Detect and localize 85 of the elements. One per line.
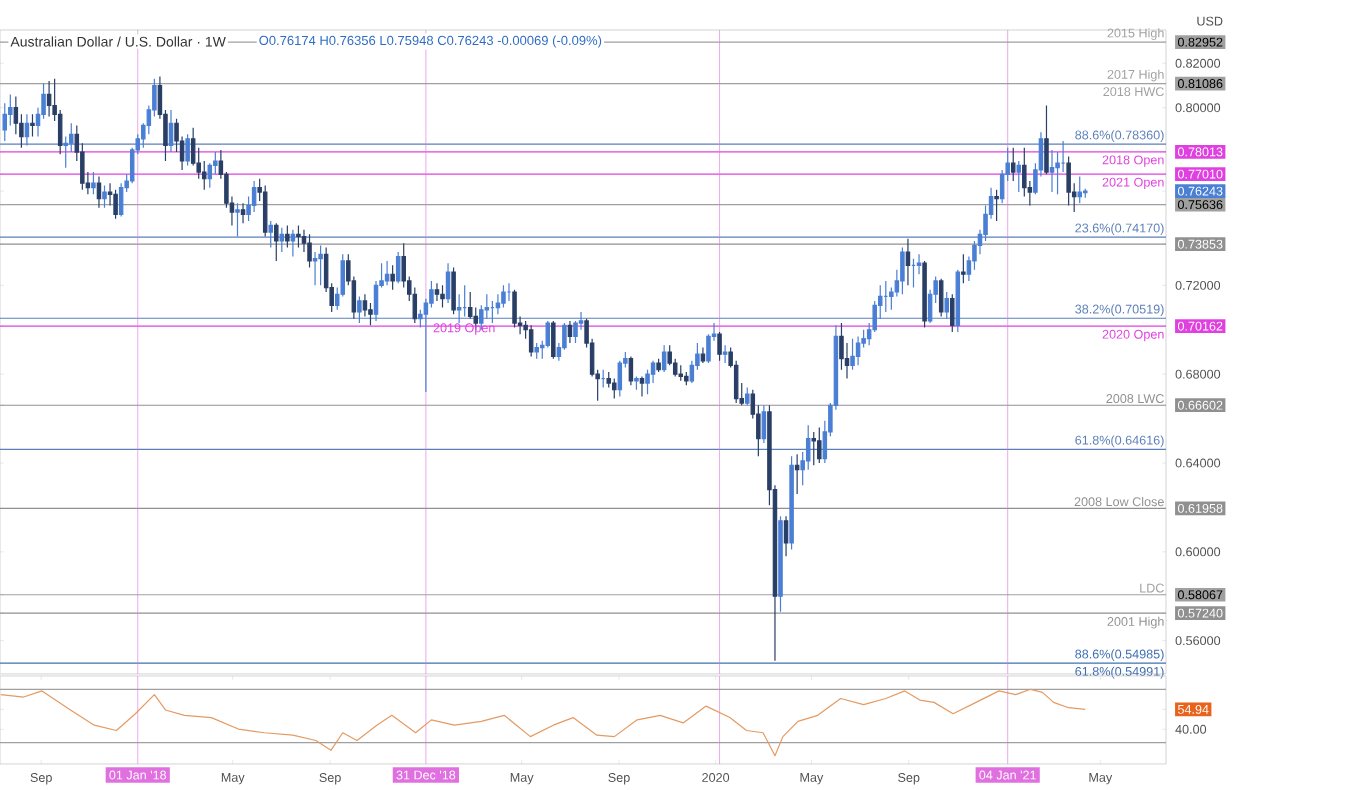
candlestick (312, 251, 318, 286)
candlestick (794, 453, 800, 495)
candlestick (905, 238, 911, 286)
candlestick (296, 224, 301, 249)
candlestick (2, 102, 8, 142)
candlestick (279, 227, 285, 253)
candlestick (168, 109, 174, 153)
candlestick (534, 342, 539, 360)
candlestick (467, 291, 473, 320)
candlestick (240, 202, 246, 224)
candlestick (1010, 147, 1016, 182)
candlestick (551, 320, 556, 360)
candlestick (357, 295, 362, 324)
candlestick (911, 258, 916, 289)
candlestick (717, 331, 722, 362)
candlestick (235, 202, 240, 238)
candlestick (745, 386, 750, 406)
candlestick (462, 284, 467, 318)
candlestick (938, 278, 944, 318)
candlestick (390, 264, 395, 291)
candlestick (900, 247, 905, 295)
candlestick (91, 171, 96, 195)
candlestick (994, 189, 999, 222)
candlestick (501, 284, 506, 309)
candlestick (445, 262, 451, 304)
candlestick (700, 346, 706, 364)
candlestick (961, 253, 966, 284)
candlestick (612, 378, 617, 400)
candlestick (922, 260, 927, 329)
candlestick (318, 244, 323, 286)
candlestick (185, 133, 190, 167)
candlestick (634, 375, 639, 391)
candlestick (456, 293, 462, 324)
candlestick (251, 180, 257, 213)
candlestick (778, 515, 783, 613)
candlestick (113, 189, 118, 220)
candlestick (789, 455, 794, 551)
candlestick (46, 80, 52, 118)
candlestick (290, 229, 296, 258)
candlestick (684, 371, 689, 386)
candlestick (512, 289, 517, 329)
candlestick (1016, 160, 1022, 193)
candlestick (811, 431, 817, 466)
candlestick (761, 404, 767, 444)
candlestick (451, 266, 456, 315)
candlestick (285, 224, 290, 249)
candlestick (262, 184, 268, 238)
candlestick (1022, 147, 1027, 198)
line-series (0, 688, 1086, 757)
candlestick (855, 335, 861, 366)
candlestick (368, 302, 373, 326)
candlestick (944, 291, 949, 320)
candlestick (1044, 104, 1049, 175)
candlestick (440, 284, 445, 309)
candlestick (506, 282, 512, 302)
candlestick (645, 369, 650, 395)
candlestick (817, 426, 822, 464)
candlestick (268, 220, 273, 249)
candlestick (102, 184, 107, 209)
candlestick (639, 375, 645, 397)
candlestick (600, 369, 606, 389)
candlestick (567, 320, 573, 344)
candlestick (1049, 149, 1055, 193)
candlestick (883, 280, 889, 313)
candlestick (307, 233, 312, 269)
candlestick (850, 338, 855, 371)
candlestick (722, 344, 728, 364)
candlestick (1077, 175, 1082, 204)
candlestick (24, 113, 30, 147)
candlestick (434, 282, 440, 302)
candlestick (362, 293, 368, 318)
candlestick (783, 515, 789, 557)
candlestick (678, 364, 684, 382)
candlestick (490, 300, 495, 324)
candlestick (495, 293, 501, 315)
candlestick (656, 358, 661, 373)
candlestick (1066, 155, 1071, 207)
candlestick (274, 222, 279, 262)
candlestick (96, 175, 102, 209)
candlestick (839, 322, 844, 371)
candlestick (950, 293, 955, 333)
candlestick (661, 344, 667, 373)
candlestick (30, 113, 35, 138)
candlestick (573, 320, 578, 344)
candlestick (384, 260, 390, 286)
